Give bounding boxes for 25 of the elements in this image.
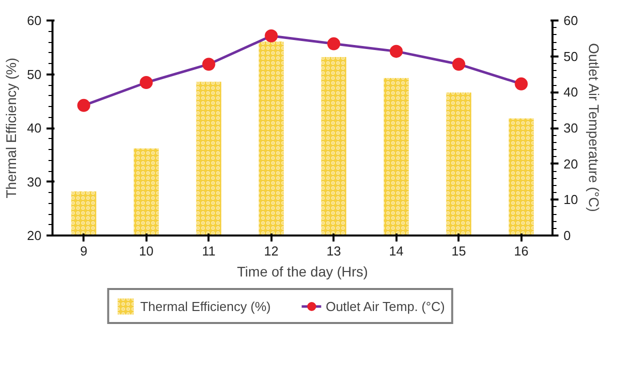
x-tick-label: 16 <box>514 244 528 258</box>
x-tick-label: 14 <box>389 244 404 258</box>
y2-tick-label: 10 <box>564 192 578 208</box>
x-tick-label: 12 <box>264 244 278 258</box>
y-axis-title: Thermal Efficiency (%) <box>3 58 20 198</box>
y-tick-label: 20 <box>27 228 42 243</box>
y2-tick-label: 30 <box>564 120 578 136</box>
y2-tick-label: 60 <box>564 13 578 28</box>
x-tick-label: 11 <box>202 244 216 258</box>
legend-label: Thermal Efficiency (%) <box>140 298 271 314</box>
y-tick-label: 30 <box>27 174 42 190</box>
y-tick-label: 40 <box>27 120 42 136</box>
y2-tick-label: 0 <box>564 228 571 243</box>
x-axis-title: Time of the day (Hrs) <box>237 264 368 280</box>
y-tick-label: 60 <box>27 13 42 28</box>
y-tick-label: 50 <box>27 66 42 82</box>
x-tick-label: 10 <box>139 244 154 258</box>
legend-label: Outlet Air Temp. (°C) <box>326 298 445 314</box>
y2-tick-label: 20 <box>564 156 578 172</box>
y2-tick-label: 40 <box>564 84 578 100</box>
y2-axis-title: Outlet Air Temperature (°C) <box>586 43 602 212</box>
x-tick-label: 13 <box>326 244 341 258</box>
x-tick-label: 9 <box>80 244 88 258</box>
x-tick-label: 15 <box>452 244 466 258</box>
y2-tick-label: 50 <box>564 48 578 64</box>
